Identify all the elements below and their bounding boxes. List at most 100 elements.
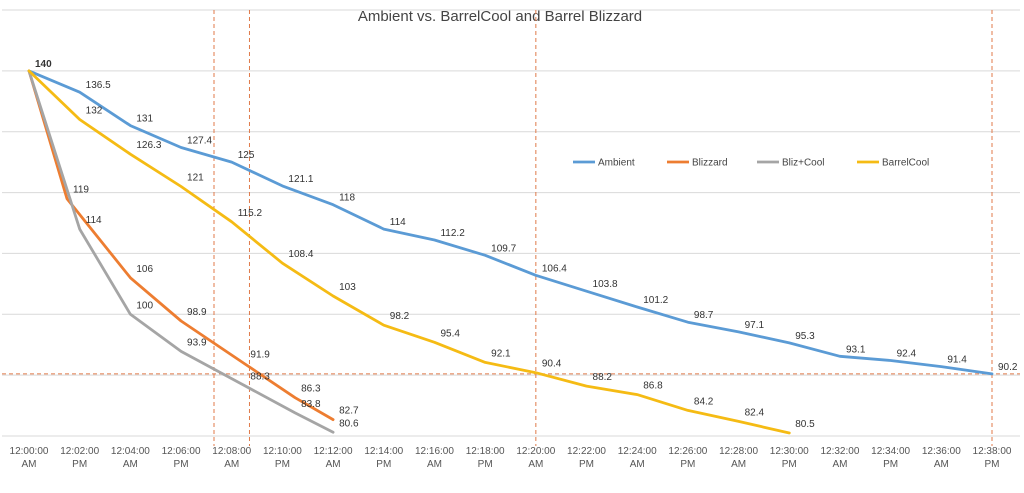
gridlines	[2, 9, 1020, 437]
x-tick-label-period: AM	[22, 459, 37, 470]
data-label: 114	[390, 217, 406, 228]
data-label: 95.3	[795, 331, 815, 342]
data-label: 103.8	[593, 279, 618, 290]
x-tick-label-period: PM	[478, 459, 493, 470]
x-tick-label: 12:18:00	[466, 446, 505, 457]
data-label: 82.4	[745, 407, 765, 418]
x-tick-label-period: PM	[579, 459, 594, 470]
x-tick-label: 12:22:00	[567, 446, 606, 457]
data-label: 91.4	[947, 355, 967, 366]
x-tick-label: 12:26:00	[668, 446, 707, 457]
data-label: 136.5	[86, 80, 111, 91]
x-tick-label: 12:06:00	[162, 446, 201, 457]
data-label: 92.4	[897, 349, 917, 360]
data-label: 80.5	[795, 419, 815, 430]
data-label: 83.8	[301, 399, 321, 410]
x-tick-label-period: AM	[326, 459, 341, 470]
x-tick-label-period: AM	[224, 459, 239, 470]
series-line-blizzard	[27, 69, 335, 422]
data-label: 131	[136, 114, 153, 125]
x-axis: 12:00:00 AM 12:02:00 PM 12:04:00 AM 12:06:00 PM…	[2, 435, 1020, 470]
data-label: 92.1	[491, 348, 511, 359]
x-tick-label-period: PM	[174, 459, 189, 470]
data-label: 95.4	[440, 328, 460, 339]
x-tick-label: 12:38:00	[973, 446, 1012, 457]
data-label: 88.3	[250, 371, 270, 382]
data-label: 106.4	[542, 263, 567, 274]
series-lines	[27, 69, 994, 435]
x-tick-label: 12:34:00	[871, 446, 910, 457]
x-tick-label-period: PM	[985, 459, 1000, 470]
data-label: 126.3	[136, 140, 161, 151]
data-labels: 140 136.5 131 127.4 125 121.1 118 114 112.2 109.7…	[35, 59, 1018, 430]
x-tick-label: 12:30:00	[770, 446, 809, 457]
legend-label: Blizzard	[692, 158, 728, 169]
data-label: 114	[86, 215, 102, 226]
x-tick-label: 12:16:00	[415, 446, 454, 457]
data-label: 90.2	[998, 362, 1018, 373]
data-label: 90.4	[542, 359, 562, 370]
data-label: 80.6	[339, 418, 359, 429]
data-label: 100	[136, 300, 153, 311]
data-label: 98.2	[390, 311, 410, 322]
x-tick-label-period: AM	[832, 459, 847, 470]
data-label: 98.9	[187, 307, 207, 318]
series-line-barrelcool	[27, 69, 791, 435]
x-tick-label: 12:20:00	[516, 446, 555, 457]
x-tick-label-period: PM	[680, 459, 695, 470]
data-label: 127.4	[187, 136, 212, 147]
x-tick-label: 12:00:00	[10, 446, 49, 457]
data-label: 86.3	[301, 384, 321, 395]
x-tick-label: 12:24:00	[618, 446, 657, 457]
x-tick-label-period: AM	[528, 459, 543, 470]
data-label: 88.2	[593, 372, 613, 383]
data-label: 115.2	[238, 208, 263, 219]
x-tick-label-period: PM	[883, 459, 898, 470]
x-tick-label-period: PM	[275, 459, 290, 470]
x-tick-label-period: AM	[731, 459, 746, 470]
x-tick-label: 12:12:00	[314, 446, 353, 457]
legend: Ambient Blizzard Bliz+Cool BarrelCool	[573, 158, 929, 169]
legend-label: Ambient	[598, 158, 635, 169]
data-label: 106	[136, 264, 153, 275]
x-tick-label-period: AM	[427, 459, 442, 470]
series-line-ambient	[27, 69, 994, 376]
legend-label: Bliz+Cool	[782, 158, 825, 169]
x-tick-label-period: PM	[376, 459, 391, 470]
x-tick-label-period: AM	[934, 459, 949, 470]
data-label: 93.1	[846, 344, 866, 355]
x-tick-label: 12:04:00	[111, 446, 150, 457]
data-label: 119	[73, 185, 89, 196]
data-label: 98.7	[694, 310, 714, 321]
x-tick-label: 12:14:00	[364, 446, 403, 457]
x-tick-label-period: AM	[123, 459, 138, 470]
data-label: 121	[187, 172, 204, 183]
data-label: 97.1	[745, 320, 765, 331]
series-line-bliz-cool	[27, 69, 335, 434]
x-tick-label: 12:32:00	[820, 446, 859, 457]
x-tick-label: 12:10:00	[263, 446, 302, 457]
legend-label: BarrelCool	[882, 158, 929, 169]
data-label: 93.9	[187, 337, 207, 348]
data-label: 86.8	[643, 381, 663, 392]
chart-title: Ambient vs. BarrelCool and Barrel Blizza…	[358, 8, 642, 25]
x-tick-label: 12:02:00	[60, 446, 99, 457]
data-label: 132	[86, 106, 103, 117]
data-label: 112.2	[440, 228, 465, 239]
data-label: 91.9	[250, 350, 270, 361]
data-label: 140	[35, 59, 52, 70]
data-label: 82.7	[339, 406, 359, 417]
x-tick-label: 12:28:00	[719, 446, 758, 457]
data-label: 118	[339, 193, 355, 204]
x-tick-label-period: AM	[630, 459, 645, 470]
data-label: 108.4	[288, 249, 313, 260]
data-label: 84.2	[694, 396, 714, 407]
data-label: 101.2	[643, 295, 668, 306]
x-tick-label-period: PM	[782, 459, 797, 470]
x-tick-label-period: PM	[72, 459, 87, 470]
data-label: 103	[339, 282, 356, 293]
reference-lines	[2, 10, 1020, 446]
data-label: 125	[238, 150, 255, 161]
